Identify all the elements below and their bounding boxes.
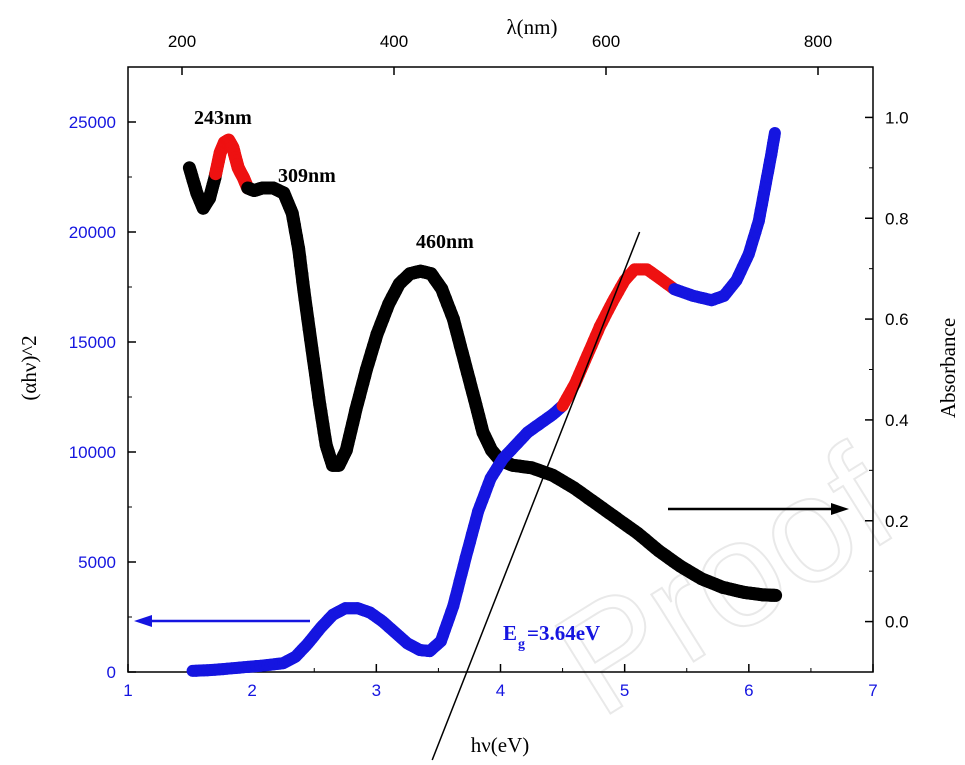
x-bottom-tick-label: 3: [372, 681, 381, 700]
y-right-tick-label: 0.8: [885, 209, 909, 228]
y-left-tick-label: 25000: [69, 113, 116, 132]
series-layer: [182, 127, 783, 677]
band-gap-symbol: E: [503, 621, 517, 645]
y-right-tick-label: 0.2: [885, 512, 909, 531]
band-gap-subscript: g: [518, 637, 525, 652]
peak-label-309nm: 309nm: [278, 165, 336, 187]
x-bottom-tick-label: 5: [620, 681, 629, 700]
x-top-tick-label: 200: [168, 32, 196, 51]
x-bottom-tick-label: 7: [868, 681, 877, 700]
y-right-tick-label: 1.0: [885, 108, 909, 127]
watermark-text: Proof: [528, 415, 921, 748]
band-gap-fit-line: [431, 231, 641, 761]
y-right-axis-title: Absorbance: [936, 318, 960, 418]
right-axis-ticks: 0.0 0.2 0.4 0.6 0.8 1.0: [865, 66, 909, 673]
peak-label-243nm: 243nm: [194, 107, 252, 129]
x-top-tick-label: 800: [804, 32, 832, 51]
x-bottom-tick-label: 1: [123, 681, 132, 700]
y-left-tick-label: 20000: [69, 223, 116, 242]
y-left-tick-label: 0: [107, 663, 116, 682]
y-right-tick-label: 0.6: [885, 310, 909, 329]
y-right-tick-label: 0.0: [885, 613, 909, 632]
peak-label-460nm: 460nm: [416, 231, 474, 253]
x-top-tick-label: 600: [592, 32, 620, 51]
x-bottom-tick-label: 6: [744, 681, 753, 700]
y-right-tick-label: 0.4: [885, 411, 909, 430]
band-gap-value: =3.64eV: [527, 621, 600, 645]
left-axis-ticks: 0 5000 10000 15000 20000 25000: [69, 113, 136, 682]
y-left-axis-title: (αhν)^2: [17, 335, 41, 400]
right-arrow: [668, 503, 849, 515]
y-left-tick-label: 15000: [69, 333, 116, 352]
x-top-tick-label: 400: [380, 32, 408, 51]
y-left-tick-label: 10000: [69, 443, 116, 462]
y-left-tick-label: 5000: [78, 553, 116, 572]
x-top-axis-title: λ(nm): [506, 15, 557, 39]
band-gap-label: E g =3.64eV: [503, 621, 600, 652]
top-axis-ticks: 200 400 600 800: [168, 32, 832, 75]
left-arrow: [134, 615, 310, 627]
x-bottom-axis-title: hν(eV): [471, 733, 529, 757]
x-bottom-tick-label: 4: [496, 681, 505, 700]
x-bottom-tick-label: 2: [247, 681, 256, 700]
tauc-series-segment: [768, 127, 781, 143]
